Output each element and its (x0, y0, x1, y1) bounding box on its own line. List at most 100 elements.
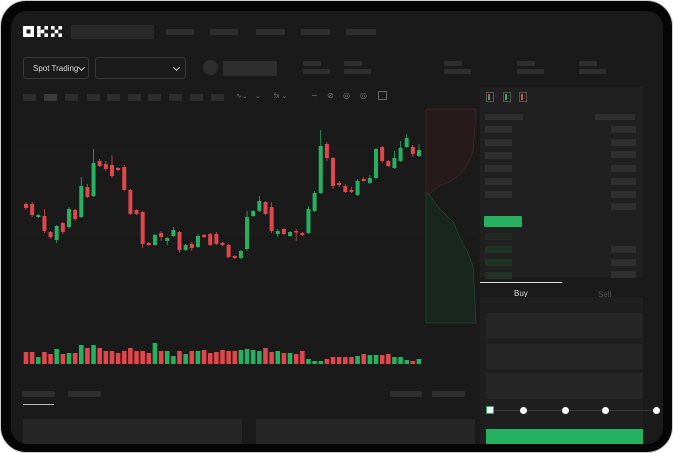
fullscreen-icon[interactable] (378, 91, 387, 100)
timeframe-button[interactable] (190, 94, 203, 101)
ask-row[interactable] (485, 191, 512, 198)
orderbook-both-icon[interactable] (486, 92, 494, 102)
slider-stop-100[interactable] (653, 407, 660, 414)
slider-stop-75[interactable] (602, 407, 609, 414)
candle-body (109, 165, 114, 176)
eye-icon[interactable]: ◎ (360, 91, 367, 100)
orderbook-bids-icon[interactable] (503, 92, 511, 102)
stat-value (344, 69, 371, 74)
volume-bar (226, 351, 231, 364)
price-chart[interactable] (11, 11, 663, 444)
spot-trading-dropdown[interactable]: Spot Trading (23, 57, 89, 79)
nav-item[interactable] (210, 29, 238, 35)
stat-label (344, 61, 362, 66)
slider-stop-50[interactable] (562, 407, 569, 414)
volume-bar (232, 351, 238, 364)
volume-bar (355, 356, 360, 364)
timeframe-button[interactable] (211, 94, 224, 101)
candle-body (275, 231, 280, 234)
candle-body (294, 231, 299, 233)
ask-amount (611, 203, 636, 210)
pair-dropdown[interactable] (95, 57, 186, 79)
stat-label (303, 61, 321, 66)
candle-body (24, 204, 28, 208)
candle-body (257, 201, 262, 211)
okx-logo[interactable] (23, 25, 63, 37)
depth-asks-area (425, 108, 477, 195)
candle-body (134, 210, 139, 214)
amount-slider-handle[interactable] (486, 406, 494, 414)
nav-item[interactable] (346, 29, 376, 35)
timeframe-button[interactable] (148, 94, 161, 101)
nav-item[interactable] (256, 29, 285, 35)
indicator-icon[interactable]: ⌄ (255, 93, 261, 100)
candle-body (73, 210, 78, 219)
last-price-highlight[interactable] (484, 216, 522, 227)
line-tool-icon[interactable]: fx ⌄ (274, 93, 288, 100)
nav-item[interactable] (301, 29, 330, 35)
search-bar[interactable] (71, 25, 154, 39)
history-tab[interactable] (68, 391, 101, 397)
timeframe-button[interactable] (107, 94, 120, 101)
candle-body (238, 251, 243, 258)
candle-body (171, 230, 176, 236)
candle-body (337, 183, 342, 185)
pen-icon[interactable]: ⊘ (327, 91, 334, 100)
candle-body (152, 235, 157, 245)
volume-bar (54, 349, 60, 364)
wave-icon[interactable]: ∼ (311, 91, 318, 100)
ask-row[interactable] (485, 165, 512, 172)
stat-value (517, 69, 544, 74)
volume-bar (281, 353, 287, 364)
candle-body (367, 178, 372, 183)
ask-row[interactable] (485, 178, 512, 185)
ask-amount (611, 126, 636, 133)
candle-body (103, 164, 108, 169)
candle-body (183, 245, 188, 250)
stat-value (579, 69, 606, 74)
candles-icon[interactable]: ∿⌄ (236, 93, 248, 100)
price-input[interactable] (486, 313, 643, 338)
slider-stop-25[interactable] (520, 407, 527, 414)
filter-button[interactable] (432, 391, 465, 397)
filter-button[interactable] (390, 391, 422, 397)
volume-bar (164, 351, 170, 364)
amount-slider-track[interactable] (491, 410, 657, 411)
magnet-icon[interactable]: ◎ (343, 91, 350, 100)
timeframe-button[interactable] (128, 94, 141, 101)
orderbook-asks-icon[interactable] (519, 92, 527, 102)
candle-body (128, 190, 133, 214)
volume-bar (158, 351, 164, 364)
buy-tab[interactable]: Buy (514, 289, 528, 298)
volume-bar (91, 345, 96, 364)
bid-amount (611, 271, 636, 278)
candle-body (312, 193, 317, 211)
open-orders-tab[interactable] (22, 391, 55, 397)
sell-tab[interactable]: Sell (598, 290, 612, 299)
ask-row[interactable] (485, 139, 512, 146)
bid-amount (611, 246, 636, 253)
candle-body (245, 217, 250, 249)
stat-value (444, 69, 471, 74)
timeframe-button[interactable] (44, 94, 57, 101)
ask-row[interactable] (485, 126, 512, 133)
bid-row[interactable] (485, 233, 512, 240)
total-input[interactable] (486, 373, 643, 399)
bid-row[interactable] (485, 246, 512, 253)
candle-body (355, 181, 360, 195)
volume-bar (385, 354, 391, 364)
volume-bar (115, 353, 121, 364)
volume-bar (183, 354, 188, 364)
buy-button[interactable] (486, 429, 643, 444)
timeframe-button[interactable] (65, 94, 78, 101)
timeframe-button[interactable] (87, 94, 100, 101)
ask-row[interactable] (485, 152, 512, 159)
timeframe-button[interactable] (169, 94, 182, 101)
timeframe-button[interactable] (23, 94, 36, 101)
amount-input[interactable] (486, 344, 643, 369)
bid-row[interactable] (485, 272, 512, 279)
bid-row[interactable] (485, 259, 512, 266)
nav-item[interactable] (166, 29, 194, 35)
ask-amount (611, 139, 636, 146)
